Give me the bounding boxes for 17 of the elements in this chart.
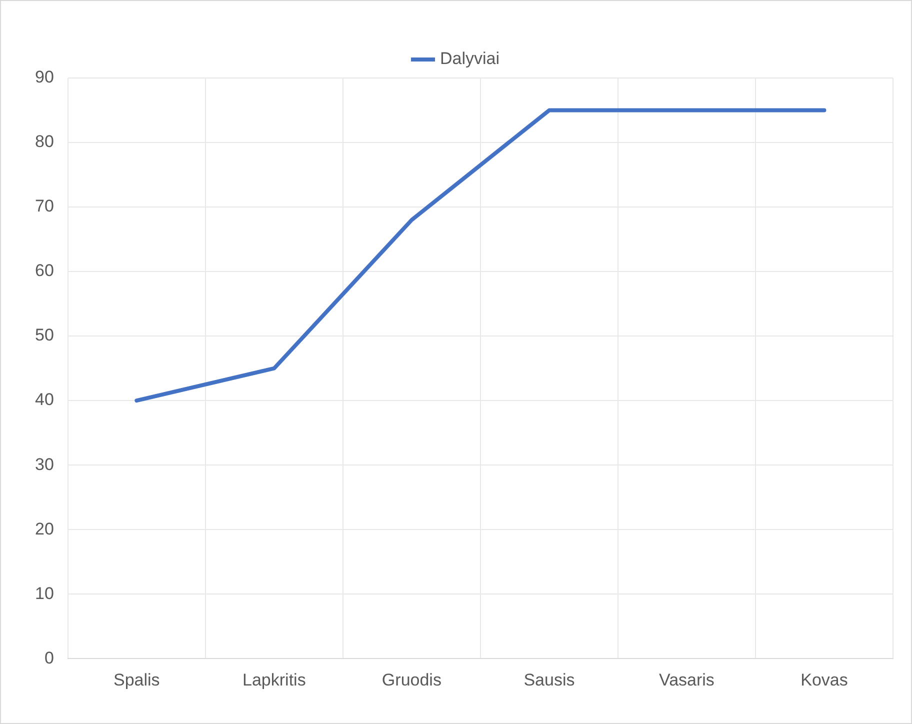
- y-tick-label: 60: [34, 261, 54, 280]
- x-tick-label: Gruodis: [382, 670, 442, 690]
- x-tick-label: Lapkritis: [242, 670, 306, 690]
- y-tick-label: 10: [34, 584, 54, 603]
- x-tick-label: Vasaris: [659, 670, 714, 690]
- y-tick-label: 80: [34, 132, 54, 152]
- y-tick-label: 90: [34, 68, 54, 87]
- y-tick-label: 50: [34, 326, 54, 345]
- x-tick-label: Sausis: [524, 670, 575, 690]
- y-tick-label: 40: [34, 390, 54, 410]
- y-tick-label: 30: [34, 454, 54, 474]
- x-tick-label: Spalis: [114, 670, 160, 690]
- x-tick-label: Kovas: [800, 670, 848, 690]
- legend-label: Dalyviai: [440, 49, 500, 68]
- y-tick-label: 20: [34, 519, 54, 538]
- y-tick-label: 70: [34, 196, 54, 216]
- y-tick-label: 0: [44, 648, 54, 668]
